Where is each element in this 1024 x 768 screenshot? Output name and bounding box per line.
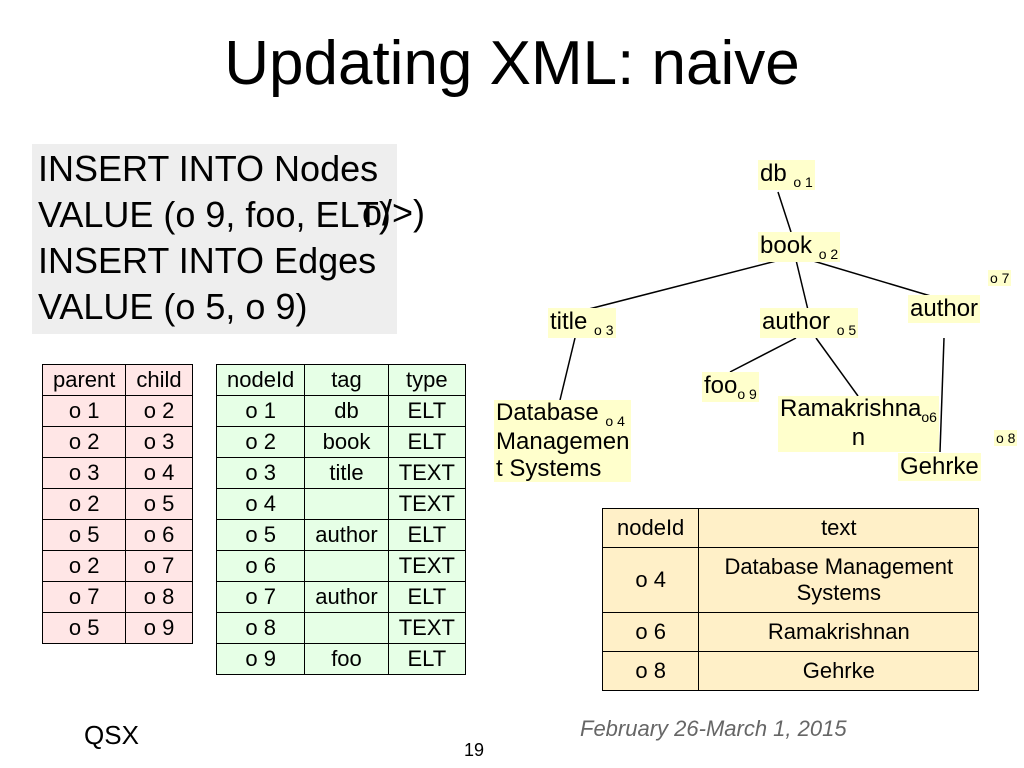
footer-qsx: QSX xyxy=(84,720,139,751)
sql-line-4: VALUE (o 5, o 9) xyxy=(38,284,391,330)
tree-sub-o8: o 8 xyxy=(994,430,1017,446)
nodes-table: nodeIdtagtype o 1dbELT o 2bookELT o 3tit… xyxy=(216,364,466,675)
tree-node-foo: fooo 9 xyxy=(702,372,759,402)
tree-leaf-dms: Database o 4 Managemen t Systems xyxy=(494,400,631,482)
tree-node-title: title o 3 xyxy=(548,308,616,338)
sql-line-3: INSERT INTO Edges xyxy=(38,238,391,284)
tree-sub-o7: o 7 xyxy=(988,270,1011,286)
sql-overlay: o/>) INSERT INTO Nodes VALUE (o 9, foo, … xyxy=(32,144,397,334)
tree-node-book: book o 2 xyxy=(758,232,840,262)
text-table: nodeIdtext o 4Database Management System… xyxy=(602,508,979,691)
footer-date: February 26-March 1, 2015 xyxy=(580,716,847,742)
sql-line-1: INSERT INTO Nodes xyxy=(38,146,391,192)
sql-bg-text: o/>) xyxy=(362,190,425,236)
slide-title: Updating XML: naive xyxy=(0,28,1024,99)
tree-leaf-gehrke: Gehrke xyxy=(898,453,981,481)
tree-node-author2: author xyxy=(908,295,980,323)
tree-node-db: db o 1 xyxy=(758,160,815,190)
tree-leaf-rama: Ramakrishnao6 n xyxy=(778,396,939,452)
footer-page: 19 xyxy=(464,740,484,761)
tree-node-author1: author o 5 xyxy=(760,308,858,338)
edges-table: parentchild o 1o 2 o 2o 3 o 3o 4 o 2o 5 … xyxy=(42,364,193,644)
sql-line-2: VALUE (o 9, foo, ELT) xyxy=(38,192,391,238)
